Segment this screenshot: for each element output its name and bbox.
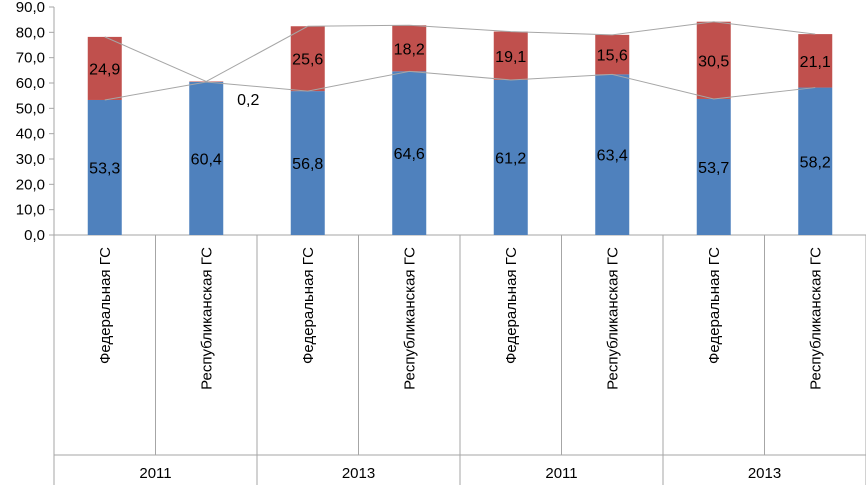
data-label-top: 30,5 <box>698 53 729 70</box>
group-label: 2013 <box>342 465 375 482</box>
data-label-top: 18,2 <box>394 41 425 58</box>
y-tick-label: 30,0 <box>16 151 45 168</box>
data-label-top: 19,1 <box>495 49 526 66</box>
series-line-bottom <box>104 70 816 101</box>
data-label-bottom: 64,6 <box>394 146 425 163</box>
axis-layer: 0,0 10,0 20,0 30,0 40,0 50,0 60,0 70,0 80,0 90,0 <box>16 0 866 485</box>
data-label-bottom: 61,2 <box>495 150 526 167</box>
group-label: 2013 <box>748 465 781 482</box>
data-label-top: 0,2 <box>237 92 259 109</box>
category-label: Федеральная ГС <box>300 247 317 364</box>
category-label: Республиканская ГС <box>401 247 418 390</box>
category-label: Республиканская ГС <box>604 247 621 390</box>
category-label: Республиканская ГС <box>198 247 215 390</box>
bar-segment-bottom <box>392 71 427 235</box>
bar-segment-top <box>290 26 325 92</box>
bar-segment-top <box>696 21 731 99</box>
bar-segment-bottom <box>290 91 325 236</box>
data-label-top: 21,1 <box>800 54 831 71</box>
labels-layer: Федеральная ГС Республиканская ГС Федераль… <box>89 41 831 482</box>
bar-segment-bottom <box>798 87 833 235</box>
data-label-bottom: 53,7 <box>698 160 729 177</box>
bars-layer <box>87 21 833 236</box>
data-label-top: 25,6 <box>292 52 323 69</box>
series-line-total <box>104 21 816 83</box>
data-label-bottom: 60,4 <box>191 151 222 168</box>
y-tick-label: 60,0 <box>16 75 45 92</box>
bar-segment-bottom <box>87 99 122 236</box>
series-lines-layer <box>104 21 816 101</box>
category-label: Федеральная ГС <box>97 247 114 364</box>
data-label-bottom: 63,4 <box>597 148 628 165</box>
category-label: Федеральная ГС <box>503 247 520 364</box>
category-label: Республиканская ГС <box>807 247 824 390</box>
bar-segment-top <box>595 34 630 75</box>
data-label-bottom: 58,2 <box>800 154 831 171</box>
y-tick-label: 40,0 <box>16 126 45 143</box>
y-tick-label: 50,0 <box>16 100 45 117</box>
group-label: 2011 <box>139 465 171 482</box>
bar-segment-bottom <box>696 98 731 236</box>
group-label: 2011 <box>545 465 577 482</box>
bar-segment-bottom <box>595 74 630 236</box>
y-tick-label: 20,0 <box>16 176 45 193</box>
bar-segment-top <box>798 34 833 88</box>
bar-segment-bottom <box>189 81 224 235</box>
bar-segment-top <box>493 31 528 80</box>
data-label-bottom: 53,3 <box>89 160 120 177</box>
category-label: Федеральная ГС <box>706 247 723 364</box>
bar-segment-top <box>87 36 122 100</box>
data-label-top: 15,6 <box>597 48 628 65</box>
bar-segment-top <box>392 25 427 72</box>
data-label-bottom: 56,8 <box>292 156 323 173</box>
y-tick-label: 80,0 <box>16 24 45 41</box>
y-tick-label: 70,0 <box>16 50 45 67</box>
y-tick-label: 90,0 <box>16 0 45 16</box>
bar-segment-bottom <box>493 79 528 236</box>
y-tick-label: 10,0 <box>16 202 45 219</box>
y-tick-label: 0,0 <box>24 227 45 244</box>
data-label-top: 24,9 <box>89 61 120 78</box>
